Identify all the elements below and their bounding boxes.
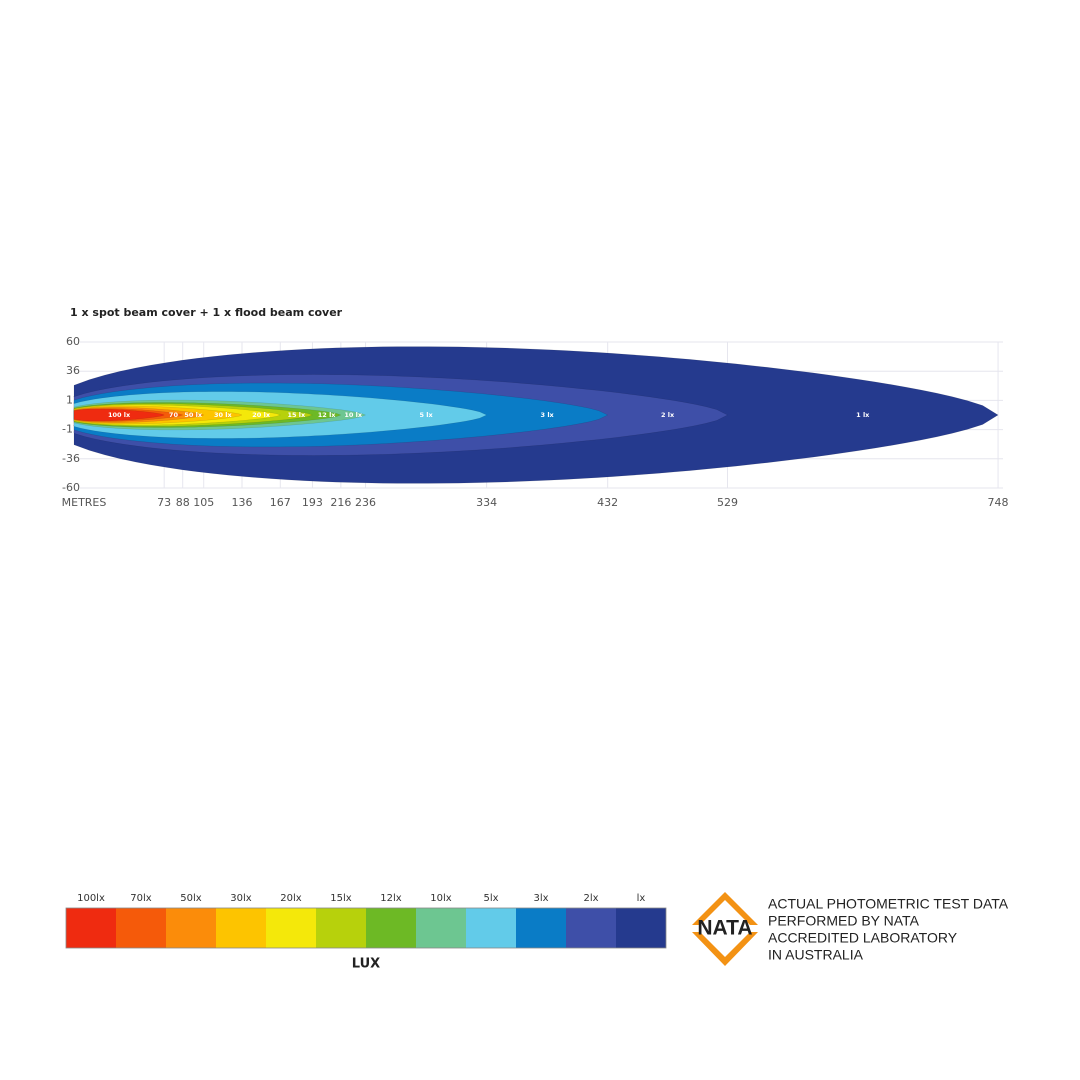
legend-label: 5lx — [483, 893, 498, 904]
labels: 1 lx 2 lx 3 lx 5 lx 10 lx 12 lx 15 lx 20 lx 30 l… — [108, 411, 870, 419]
chart-title: 1 x spot beam cover + 1 x flood beam cov… — [70, 306, 343, 319]
zone-label: 2 lx — [661, 411, 675, 419]
zone-label: 20 lx — [252, 411, 271, 419]
beam-zones — [73, 346, 999, 484]
legend-label: 10lx — [430, 893, 452, 904]
legend-label: 3lx — [533, 893, 548, 904]
x-tick-label: 193 — [302, 496, 323, 509]
legend-swatch — [616, 908, 666, 948]
legend-swatch — [316, 908, 366, 948]
beam-zone — [73, 408, 165, 422]
nata-text: IN AUSTRALIA — [768, 947, 864, 963]
logo-text: NATA — [697, 917, 752, 940]
legend-swatch — [466, 908, 516, 948]
nata-logo: NATA — [692, 892, 758, 966]
x-tick-label: 334 — [476, 496, 497, 509]
y-tick-label: 36 — [66, 364, 80, 377]
zone-label: 70 — [169, 411, 179, 419]
zone-label: 1 lx — [856, 411, 870, 419]
x-tick-label: 73 — [157, 496, 171, 509]
nata-text: ACCREDITED LABORATORY — [768, 930, 958, 946]
legend-swatch — [266, 908, 316, 948]
y-tick-label: -36 — [62, 452, 80, 465]
legend-label: 70lx — [130, 893, 152, 904]
x-tick-label: 216 — [330, 496, 351, 509]
legend-swatch — [216, 908, 266, 948]
x-tick-label: 432 — [597, 496, 618, 509]
x-axis-label: METRES — [62, 496, 107, 509]
legend: 100lx 70lx 50lx 30lx 20lx 15lx 12lx 10lx 5lx 3lx 2… — [65, 893, 667, 949]
nata-text: ACTUAL PHOTOMETRIC TEST DATA — [768, 896, 1009, 912]
zone-label: 30 lx — [214, 411, 233, 419]
x-tick-label: 529 — [717, 496, 738, 509]
y-tick-label: 60 — [66, 335, 80, 348]
legend-swatch — [416, 908, 466, 948]
zone-label: 3 lx — [541, 411, 555, 419]
zone-label: 15 lx — [287, 411, 306, 419]
zone-label: 10 lx — [344, 411, 363, 419]
zone-label: 50 lx — [184, 411, 203, 419]
x-tick-label: 105 — [193, 496, 214, 509]
legend-label: 20lx — [280, 893, 302, 904]
legend-label: 15lx — [330, 893, 352, 904]
x-tick-label: 88 — [176, 496, 190, 509]
legend-label: 30lx — [230, 893, 252, 904]
nata-text: PERFORMED BY NATA — [768, 913, 920, 929]
legend-swatch — [166, 908, 216, 948]
legend-label: 12lx — [380, 893, 402, 904]
legend-label: lx — [637, 893, 646, 904]
x-tick-label: 748 — [988, 496, 1009, 509]
legend-swatch — [566, 908, 616, 948]
zone-label: 5 lx — [419, 411, 433, 419]
zone-label: 12 lx — [318, 411, 337, 419]
zone-label: 100 lx — [108, 411, 131, 419]
legend-title: LUX — [352, 957, 380, 972]
x-tick-label: 236 — [355, 496, 376, 509]
legend-label: 2lx — [583, 893, 598, 904]
logo-shape — [692, 892, 758, 925]
legend-border — [65, 907, 667, 949]
legend-swatch — [366, 908, 416, 948]
legend-label: 100lx — [77, 893, 105, 904]
legend-swatch — [516, 908, 566, 948]
legend-label: 50lx — [180, 893, 202, 904]
logo-shape — [692, 932, 758, 966]
y-tick-label: -60 — [62, 481, 80, 494]
x-tick-label: 167 — [270, 496, 291, 509]
legend-swatch — [116, 908, 166, 948]
x-tick-label: 136 — [232, 496, 253, 509]
legend-swatch — [66, 908, 116, 948]
